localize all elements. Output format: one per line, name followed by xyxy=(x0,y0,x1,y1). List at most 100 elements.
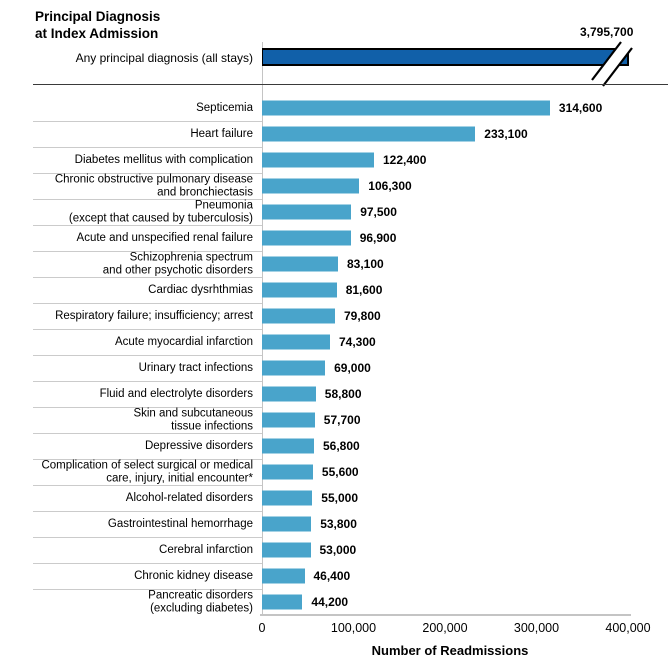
row-separator xyxy=(33,173,262,174)
chart-row: Heart failure 233,100 xyxy=(0,121,672,148)
chart-row: Fluid and electrolyte disorders 58,800 xyxy=(0,381,672,408)
chart-row: Skin and subcutaneous tissue infections 57… xyxy=(0,407,672,434)
value-label: 122,400 xyxy=(383,153,427,167)
value-label: 79,800 xyxy=(344,309,381,323)
row-separator xyxy=(33,199,262,200)
bar xyxy=(262,204,352,220)
category-label: Diabetes mellitus with complication xyxy=(74,153,253,166)
value-label: 44,200 xyxy=(311,595,349,609)
x-tick-label: 200,000 xyxy=(422,621,468,635)
chart-row: Acute and unspecified renal failure 96,90… xyxy=(0,225,672,252)
row-separator xyxy=(33,589,262,590)
bar xyxy=(262,230,351,246)
chart-row: Cerebral infarction 53,000 xyxy=(0,537,672,564)
value-label: 55,000 xyxy=(321,491,358,505)
bar xyxy=(262,360,326,376)
row-separator xyxy=(33,433,262,434)
x-axis-line xyxy=(260,614,631,616)
bar xyxy=(262,256,338,272)
chart-row: Septicemia 314,600 xyxy=(0,95,672,122)
bar xyxy=(262,464,313,480)
value-label: 53,800 xyxy=(320,517,357,531)
chart-row: Complication of select surgical or medic… xyxy=(0,459,672,486)
chart-row: Respiratory failure; insufficiency; arre… xyxy=(0,303,672,330)
row-separator xyxy=(33,381,262,382)
chart-row: Chronic obstructive pulmonary disease and… xyxy=(0,173,672,200)
row-separator xyxy=(33,459,262,460)
row-separator xyxy=(33,303,262,304)
row-separator xyxy=(33,277,262,278)
category-label: Respiratory failure; insufficiency; arre… xyxy=(55,309,253,322)
chart-title-line2: at Index Admission xyxy=(35,26,159,41)
bar xyxy=(262,282,337,298)
value-label: 57,700 xyxy=(323,413,361,427)
row-separator xyxy=(33,147,262,148)
chart-rows: Septicemia 314,600 Heart failure 233,100 Dia… xyxy=(0,95,672,615)
category-label: Urinary tract infections xyxy=(138,361,253,374)
chart-row: Gastrointestinal hemorrhage 53,800 xyxy=(0,511,672,538)
chart-row: Chronic kidney disease 46,400 xyxy=(0,563,672,590)
category-label: Acute myocardial infarction xyxy=(114,335,253,348)
category-label: Cardiac dysrhthmias xyxy=(148,283,253,296)
bar xyxy=(262,334,330,350)
chart-row: Cardiac dysrhthmias 81,600 xyxy=(0,277,672,304)
chart-title-line1: Principal Diagnosis xyxy=(35,9,161,24)
category-label: Complication of select surgical or medic… xyxy=(41,459,253,485)
row-separator xyxy=(33,329,262,330)
row-separator xyxy=(33,537,262,538)
category-label: Fluid and electrolyte disorders xyxy=(99,387,253,400)
bar xyxy=(262,100,550,116)
bar xyxy=(262,516,312,532)
value-label: 56,800 xyxy=(323,439,360,453)
value-label: 106,300 xyxy=(368,179,412,193)
x-tick-label: 300,000 xyxy=(513,621,560,635)
all-stays-label: Any principal diagnosis (all stays) xyxy=(75,50,253,65)
bar xyxy=(262,386,316,402)
row-separator xyxy=(33,407,262,408)
all-stays-bar xyxy=(262,48,629,66)
bar xyxy=(262,126,476,142)
value-label: 69,000 xyxy=(334,361,371,375)
row-separator xyxy=(33,355,262,356)
category-label: Acute and unspecified renal failure xyxy=(76,231,253,244)
chart-row: Pneumonia (except that caused by tubercul… xyxy=(0,199,672,226)
category-label: Alcohol-related disorders xyxy=(125,491,253,504)
bar xyxy=(262,438,314,454)
row-separator xyxy=(33,563,262,564)
value-label: 83,100 xyxy=(347,257,384,271)
chart-row: Diabetes mellitus with complication 122,4… xyxy=(0,147,672,174)
value-label: 58,800 xyxy=(324,387,362,401)
chart-row: Schizophrenia spectrum and other psychoti… xyxy=(0,251,672,278)
value-label: 314,600 xyxy=(558,101,603,115)
bar xyxy=(262,178,360,194)
value-label: 233,100 xyxy=(484,127,528,141)
value-label: 74,300 xyxy=(339,335,376,349)
value-label: 46,400 xyxy=(313,569,351,583)
chart-row: Acute myocardial infarction 74,300 xyxy=(0,329,672,356)
x-axis-title: Number of Readmissions xyxy=(371,643,529,658)
category-label: Depressive disorders xyxy=(144,439,253,452)
bar xyxy=(262,490,313,506)
bar xyxy=(262,412,315,428)
x-tick-label: 400,000 xyxy=(605,621,651,635)
x-axis-ticks: 0 100,000 200,000 300,000 400,000 xyxy=(0,621,672,637)
category-label: Chronic obstructive pulmonary disease and… xyxy=(54,173,253,199)
chart-row: Pancreatic disorders (excluding diabetes)… xyxy=(0,589,672,615)
row-separator xyxy=(33,485,262,486)
bar xyxy=(262,542,311,558)
category-label: Heart failure xyxy=(190,127,253,140)
section-divider xyxy=(33,84,668,85)
bar xyxy=(262,594,303,610)
chart-title: Principal Diagnosis at Index Admission xyxy=(35,8,160,42)
x-tick-label: 0 xyxy=(258,621,266,635)
category-label: Septicemia xyxy=(196,101,253,114)
category-label: Pancreatic disorders (excluding diabetes) xyxy=(148,589,253,615)
value-label: 96,900 xyxy=(359,231,397,245)
row-separator xyxy=(33,225,262,226)
row-separator xyxy=(33,251,262,252)
value-label: 53,000 xyxy=(319,543,357,557)
category-label: Cerebral infarction xyxy=(159,543,253,556)
value-label: 81,600 xyxy=(345,283,383,297)
category-label: Schizophrenia spectrum and other psychoti… xyxy=(102,251,253,277)
